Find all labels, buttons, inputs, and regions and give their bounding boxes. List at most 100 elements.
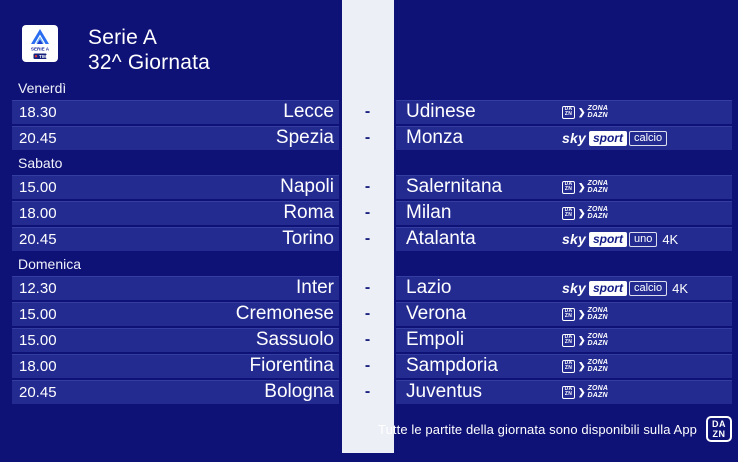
away-team: Lazio [406,277,452,298]
dazn-badge-line1: DA [564,386,573,392]
dazn-badge-line2: ZN [564,111,573,117]
separator-dash: - [364,357,371,374]
zona-dazn-logo: DA ZN ❯ ZONA DAZN [562,206,608,220]
match-separator-cell: - [339,227,396,251]
broadcast-slot: DA ZN ❯ ZONA DAZN [562,105,608,119]
serie-a-tim-logo: SERIE A TIM [22,25,58,62]
broadcast-slot: sky sport calcio 4K [562,280,688,296]
zona-dazn-wordmark: ZONA DAZN [588,206,609,220]
match-time: 18.00 [19,204,57,222]
sky-sport-logo: sky sport uno 4K [562,231,678,247]
chevron-right-icon: ❯ [578,181,586,192]
fixtures: Venerdì 18.30 Lecce - Udinese DA ZN ❯ ZO… [0,80,738,404]
center-stripe [342,0,394,453]
match-row: 20.45 Spezia - Monza sky sport calcio [0,126,738,150]
zona-line: ZONA [587,333,609,340]
dazn-badge-line1: DA [712,418,726,429]
zona-line: ZONA [587,307,609,314]
match-home-cell: 20.45 Torino [12,227,339,251]
sport-badge: sport [588,130,627,146]
chevron-right-icon: ❯ [578,334,586,345]
broadcast-slot: DA ZN ❯ ZONA DAZN [562,206,608,220]
zona-dazn-logo: DA ZN ❯ ZONA DAZN [562,359,608,373]
broadcast-slot: DA ZN ❯ ZONA DAZN [562,333,608,347]
chevron-right-icon: ❯ [578,360,586,371]
separator-dash: - [364,230,371,247]
day-label: Sabato [18,155,63,171]
zona-line: ZONA [587,105,609,112]
away-team: Juventus [406,381,483,402]
competition-title: Serie A [88,26,158,49]
dazn-badge-line2: ZN [564,212,573,218]
dazn-badge-icon: DA ZN [562,180,575,194]
dazn-badge-line1: DA [564,360,573,366]
dazn-badge-line2: ZN [564,365,573,371]
home-team: Napoli [280,176,334,197]
match-time: 20.45 [19,230,57,248]
dazn-badge-line2: ZN [712,428,726,439]
serie-a-logo-icon: SERIE A TIM [31,29,50,59]
away-team: Verona [406,303,467,324]
home-team: Lecce [283,101,334,122]
sky-channel-badge: uno [628,231,658,247]
match-away-cell: Verona DA ZN ❯ ZONA DAZN [396,302,732,326]
match-separator-cell: - [339,126,396,150]
footer-note: Tutte le partite della giornata sono dis… [378,421,697,437]
dazn-line: DAZN [587,314,608,321]
match-row: 18.00 Fiorentina - Sampdoria DA ZN ❯ ZON… [0,354,738,378]
match-home-cell: 20.45 Spezia [12,126,339,150]
away-team: Sampdoria [406,355,498,376]
dazn-app-icon: DA ZN [706,416,732,442]
uhd-4k-label: 4K [672,280,688,296]
dazn-badge-icon: DA ZN [562,105,575,119]
broadcast-slot: DA ZN ❯ ZONA DAZN [562,307,608,321]
match-away-cell: Monza sky sport calcio [396,126,732,150]
day-section: Sabato 15.00 Napoli - Salernitana DA ZN … [0,155,738,251]
uhd-4k-label: 4K [662,231,679,247]
chevron-right-icon: ❯ [578,386,586,397]
dazn-line: DAZN [587,112,608,119]
match-separator-cell: - [339,354,396,378]
broadcast-slot: sky sport uno 4K [562,231,678,247]
zona-dazn-wordmark: ZONA DAZN [588,333,609,347]
match-away-cell: Sampdoria DA ZN ❯ ZONA DAZN [396,354,732,378]
logo-tim-text: TIM [39,54,47,59]
sky-wordmark: sky [562,280,586,296]
header-titles: Serie A 32^ Giornata [88,25,210,75]
sky-wordmark: sky [562,130,586,146]
home-team: Inter [295,277,334,298]
match-away-cell: Udinese DA ZN ❯ ZONA DAZN [396,100,732,124]
zona-line: ZONA [587,206,609,213]
match-away-cell: Salernitana DA ZN ❯ ZONA DAZN [396,175,732,199]
zona-dazn-wordmark: ZONA DAZN [588,359,609,373]
away-team: Empoli [406,329,465,350]
match-away-cell: Juventus DA ZN ❯ ZONA DAZN [396,380,732,404]
separator-dash: - [364,279,371,296]
broadcast-slot: DA ZN ❯ ZONA DAZN [562,359,608,373]
match-separator-cell: - [339,100,396,124]
away-team: Udinese [406,101,476,122]
dazn-line: DAZN [587,340,608,347]
dazn-badge-icon: DA ZN [562,385,575,399]
match-home-cell: 12.30 Inter [12,276,339,300]
match-away-cell: Milan DA ZN ❯ ZONA DAZN [396,201,732,225]
match-home-cell: 15.00 Cremonese [12,302,339,326]
dazn-badge-line2: ZN [564,313,573,319]
dazn-badge-icon: DA ZN [562,206,575,220]
dazn-badge-line1: DA [564,181,573,187]
zona-dazn-logo: DA ZN ❯ ZONA DAZN [562,385,608,399]
dazn-badge-line2: ZN [564,391,573,397]
match-row: 15.00 Cremonese - Verona DA ZN ❯ ZONA DA… [0,302,738,326]
zona-dazn-logo: DA ZN ❯ ZONA DAZN [562,333,608,347]
sport-badge: sport [588,280,627,296]
match-separator-cell: - [339,328,396,352]
dazn-line: DAZN [587,187,608,194]
match-row: 18.00 Roma - Milan DA ZN ❯ ZONA DAZN [0,201,738,225]
header: SERIE A TIM Serie A 32^ Giornata [22,25,738,77]
dazn-badge-line1: DA [564,334,573,340]
home-team: Sassuolo [255,329,334,350]
dazn-badge-line1: DA [564,207,573,213]
broadcast-slot: DA ZN ❯ ZONA DAZN [562,385,608,399]
match-home-cell: 18.00 Fiorentina [12,354,339,378]
match-time: 15.00 [19,305,57,323]
